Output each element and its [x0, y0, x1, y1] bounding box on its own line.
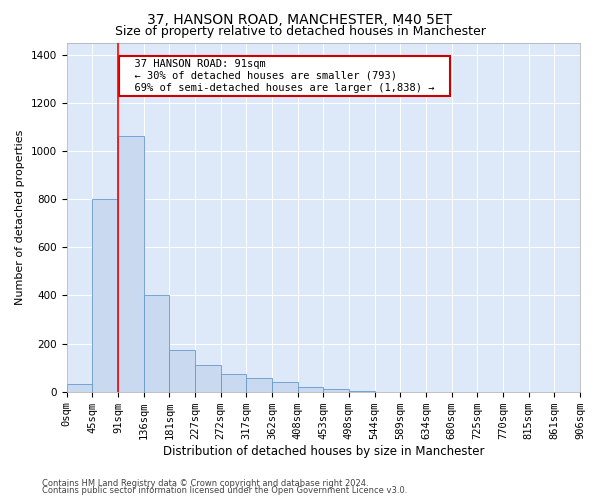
Bar — [272, 382, 298, 392]
Text: 37, HANSON ROAD, MANCHESTER, M40 5ET: 37, HANSON ROAD, MANCHESTER, M40 5ET — [148, 12, 452, 26]
Bar — [92, 199, 118, 392]
Bar — [169, 350, 195, 392]
Bar — [195, 365, 221, 392]
Text: 37 HANSON ROAD: 91sqm
  ← 30% of detached houses are smaller (793)
  69% of semi: 37 HANSON ROAD: 91sqm ← 30% of detached … — [122, 60, 447, 92]
Bar — [118, 136, 143, 392]
Bar — [298, 387, 323, 392]
Bar — [323, 390, 349, 392]
Text: Size of property relative to detached houses in Manchester: Size of property relative to detached ho… — [115, 25, 485, 38]
X-axis label: Distribution of detached houses by size in Manchester: Distribution of detached houses by size … — [163, 444, 484, 458]
Bar — [143, 296, 169, 392]
Y-axis label: Number of detached properties: Number of detached properties — [15, 130, 25, 305]
Text: Contains public sector information licensed under the Open Government Licence v3: Contains public sector information licen… — [42, 486, 407, 495]
Bar — [349, 390, 374, 392]
Bar — [221, 374, 246, 392]
Bar — [67, 384, 92, 392]
Text: Contains HM Land Registry data © Crown copyright and database right 2024.: Contains HM Land Registry data © Crown c… — [42, 478, 368, 488]
Bar — [246, 378, 272, 392]
